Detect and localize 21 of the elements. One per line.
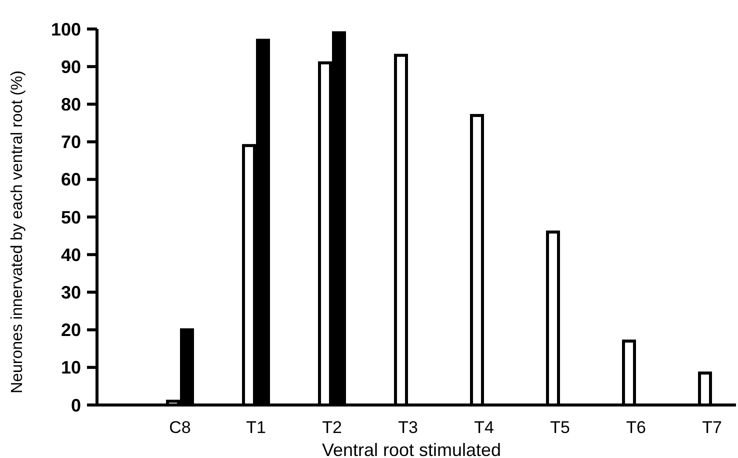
y-tick-label: 30 <box>60 282 81 302</box>
x-tick-label: T5 <box>550 418 570 437</box>
y-tick-label: 50 <box>60 207 81 228</box>
y-tick-label: 20 <box>60 320 81 340</box>
y-tick-label: 70 <box>60 132 81 152</box>
x-tick-label: C8 <box>169 418 191 437</box>
y-tick-label: 100 <box>50 19 81 40</box>
y-tick-label: 40 <box>60 244 81 265</box>
y-tick-label: 60 <box>60 170 81 190</box>
y-tick-label: 10 <box>60 358 81 378</box>
y-axis-title: Neurones innervated by each ventral root (%) <box>9 70 26 394</box>
y-tick-label: 80 <box>60 94 81 114</box>
x-tick-label: T3 <box>398 418 418 437</box>
x-tick-label: T4 <box>474 418 494 437</box>
x-tick-label: T2 <box>322 418 342 437</box>
x-tick-label: T6 <box>626 418 646 437</box>
x-axis-title: Ventral root stimulated <box>322 440 502 458</box>
x-tick-label: T1 <box>246 418 266 437</box>
x-tick-label: T7 <box>702 418 722 437</box>
y-tick-label: 90 <box>60 56 81 77</box>
y-tick-label: 0 <box>70 395 81 416</box>
